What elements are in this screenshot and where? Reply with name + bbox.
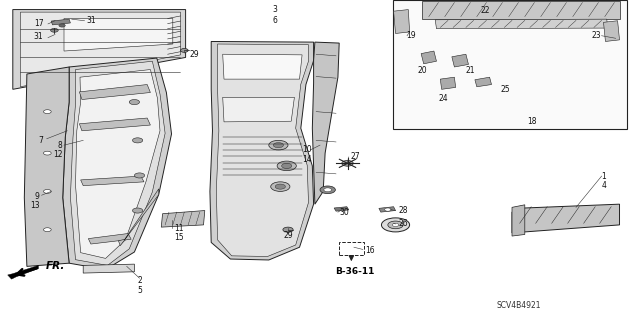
- Polygon shape: [223, 54, 302, 79]
- Polygon shape: [24, 67, 69, 266]
- Text: 23: 23: [592, 31, 602, 40]
- Polygon shape: [79, 85, 150, 100]
- Polygon shape: [334, 207, 349, 211]
- Polygon shape: [394, 10, 410, 33]
- Circle shape: [324, 188, 332, 192]
- Polygon shape: [604, 21, 620, 41]
- Circle shape: [273, 143, 284, 148]
- Circle shape: [51, 28, 58, 32]
- Polygon shape: [440, 77, 456, 89]
- Text: 26: 26: [398, 219, 408, 228]
- Circle shape: [320, 186, 335, 194]
- Circle shape: [388, 221, 403, 229]
- Polygon shape: [210, 41, 314, 260]
- Polygon shape: [79, 118, 150, 131]
- Text: 24: 24: [438, 94, 448, 103]
- Polygon shape: [13, 10, 186, 89]
- Polygon shape: [435, 19, 608, 29]
- Text: 22: 22: [481, 6, 490, 15]
- Text: 2: 2: [137, 276, 142, 285]
- Text: 14: 14: [303, 155, 312, 164]
- Text: 17: 17: [34, 19, 44, 28]
- Text: 29: 29: [283, 231, 293, 240]
- Circle shape: [342, 160, 353, 166]
- Circle shape: [129, 100, 140, 105]
- Polygon shape: [422, 1, 620, 19]
- Text: 25: 25: [500, 85, 510, 94]
- Polygon shape: [475, 77, 492, 87]
- Circle shape: [44, 110, 51, 114]
- Polygon shape: [83, 264, 134, 273]
- Circle shape: [282, 163, 292, 168]
- Text: 1: 1: [602, 172, 606, 181]
- Circle shape: [275, 184, 285, 189]
- Circle shape: [381, 218, 410, 232]
- Text: 12: 12: [53, 150, 63, 159]
- Circle shape: [44, 151, 51, 155]
- Text: 18: 18: [527, 117, 537, 126]
- Polygon shape: [76, 70, 160, 258]
- Polygon shape: [64, 19, 173, 51]
- Polygon shape: [81, 176, 144, 186]
- Text: 13: 13: [30, 201, 40, 210]
- Polygon shape: [216, 44, 308, 256]
- Text: 8: 8: [58, 141, 63, 150]
- Circle shape: [59, 24, 65, 27]
- Circle shape: [180, 48, 188, 52]
- Polygon shape: [88, 234, 131, 244]
- Polygon shape: [70, 61, 165, 265]
- Text: 9: 9: [35, 192, 40, 201]
- Polygon shape: [421, 51, 436, 64]
- Text: 16: 16: [365, 246, 374, 255]
- Circle shape: [392, 223, 399, 226]
- Text: 7: 7: [38, 136, 44, 145]
- Text: 10: 10: [303, 145, 312, 154]
- Circle shape: [385, 208, 391, 211]
- Bar: [339, 242, 364, 255]
- Circle shape: [271, 182, 290, 191]
- Text: 28: 28: [398, 206, 408, 215]
- Polygon shape: [512, 205, 525, 236]
- Text: 19: 19: [406, 31, 415, 40]
- Text: 5: 5: [137, 286, 142, 295]
- Circle shape: [44, 228, 51, 232]
- Polygon shape: [63, 58, 172, 270]
- Polygon shape: [161, 211, 205, 227]
- Polygon shape: [379, 207, 396, 212]
- Text: 6: 6: [273, 16, 278, 25]
- Text: 29: 29: [189, 50, 199, 59]
- Text: 20: 20: [418, 66, 428, 75]
- Text: FR.: FR.: [46, 261, 65, 271]
- Circle shape: [132, 138, 143, 143]
- Polygon shape: [20, 12, 180, 87]
- Circle shape: [269, 140, 288, 150]
- Circle shape: [277, 161, 296, 171]
- Polygon shape: [512, 204, 620, 233]
- Text: SCV4B4921: SCV4B4921: [496, 301, 541, 310]
- Circle shape: [283, 227, 293, 232]
- Polygon shape: [223, 97, 294, 122]
- Text: 31: 31: [86, 16, 96, 25]
- Polygon shape: [51, 19, 70, 25]
- Text: 31: 31: [34, 32, 44, 41]
- Text: 11: 11: [174, 224, 184, 233]
- Bar: [393, 0, 627, 129]
- Polygon shape: [8, 265, 38, 279]
- Circle shape: [134, 173, 145, 178]
- Text: 30: 30: [339, 208, 349, 217]
- Text: 3: 3: [273, 5, 278, 14]
- Polygon shape: [312, 42, 339, 204]
- Circle shape: [132, 208, 143, 213]
- Text: 27: 27: [351, 152, 360, 161]
- Text: B-36-11: B-36-11: [335, 267, 375, 276]
- Text: 21: 21: [466, 66, 476, 75]
- Circle shape: [44, 189, 51, 193]
- Polygon shape: [452, 54, 468, 67]
- Text: 4: 4: [602, 181, 607, 190]
- Polygon shape: [118, 189, 159, 246]
- Text: 15: 15: [174, 233, 184, 242]
